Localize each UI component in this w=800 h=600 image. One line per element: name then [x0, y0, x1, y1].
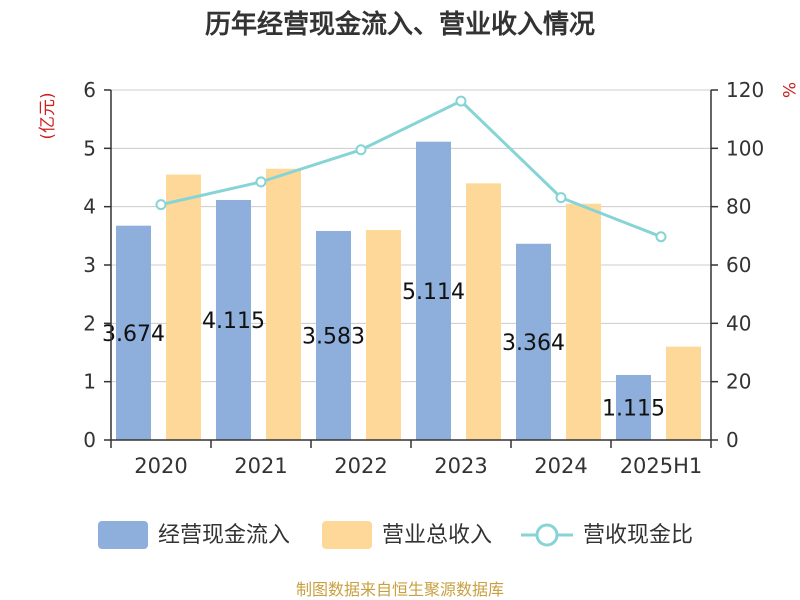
- bar-cash-inflow: [116, 225, 151, 440]
- left-tick-label: 4: [83, 195, 96, 219]
- data-label-cash-inflow: 3.364: [502, 331, 565, 356]
- right-tick-label: 100: [726, 136, 764, 160]
- category-axis-labels: 2020 2021 2022 2023 2024 2025H1: [134, 454, 702, 478]
- data-label-cash-inflow: 3.583: [302, 324, 365, 349]
- legend-item-ratio[interactable]: 营收现金比: [521, 523, 693, 548]
- category-label: 2021: [234, 454, 287, 478]
- data-label-cash-inflow: 5.114: [402, 280, 465, 305]
- left-tick-label: 2: [83, 311, 96, 335]
- bar-revenue: [566, 203, 601, 440]
- ratio-point: [255, 176, 267, 188]
- bar-revenue: [666, 346, 701, 440]
- ratio-point: [155, 199, 167, 211]
- right-tick-label: 80: [726, 195, 751, 219]
- legend-swatch-cash-inflow: [98, 521, 148, 549]
- right-tick-label: 60: [726, 253, 751, 277]
- ratio-point: [355, 144, 367, 156]
- right-tick-label: 40: [726, 311, 751, 335]
- category-label: 2024: [534, 454, 587, 478]
- ratio-point: [655, 231, 667, 243]
- left-tick-label: 1: [83, 370, 96, 394]
- left-tick-label: 5: [83, 136, 96, 160]
- category-label: 2020: [134, 454, 187, 478]
- left-tick-label: 3: [83, 253, 96, 277]
- right-axis-ticks: 0 20 40 60 80 100 120: [711, 78, 764, 452]
- right-tick-label: 20: [726, 370, 751, 394]
- ratio-point: [555, 192, 567, 204]
- ratio-line-series: [155, 95, 667, 243]
- source-note: 制图数据来自恒生聚源数据库: [296, 580, 504, 599]
- legend-item-cash-inflow[interactable]: 经营现金流入: [98, 521, 290, 549]
- bar-cash-inflow: [616, 374, 651, 440]
- bar-revenue: [166, 174, 201, 441]
- legend-label-ratio: 营收现金比: [583, 523, 693, 548]
- chart-title: 历年经营现金流入、营业收入情况: [205, 9, 595, 40]
- legend-label-cash-inflow: 经营现金流入: [158, 523, 290, 548]
- bar-cash-inflow: [216, 199, 251, 440]
- legend-swatch-revenue: [322, 521, 372, 549]
- left-axis-ticks: 0 1 2 3 4 5 6: [83, 78, 111, 452]
- ratio-line: [160, 99, 662, 239]
- data-label-cash-inflow: 4.115: [202, 309, 265, 334]
- bar-revenue: [466, 183, 501, 441]
- legend: 经营现金流入 营业总收入 营收现金比: [98, 521, 693, 549]
- legend-marker-ratio: [535, 523, 559, 547]
- right-tick-label: 120: [726, 78, 764, 102]
- left-tick-label: 6: [83, 78, 96, 102]
- bar-revenue: [366, 230, 401, 440]
- right-axis-unit: %: [778, 82, 798, 98]
- bar-series: [116, 141, 701, 441]
- left-axis-unit: (亿元): [38, 92, 58, 139]
- category-label: 2023: [434, 454, 487, 478]
- legend-item-revenue[interactable]: 营业总收入: [322, 521, 492, 549]
- data-label-cash-inflow: 1.115: [602, 396, 665, 421]
- data-labels: 3.674 4.115 3.583 5.114 3.364 1.115: [102, 280, 665, 422]
- bar-cash-inflow: [316, 230, 351, 440]
- bar-cash-inflow: [516, 243, 551, 440]
- left-tick-label: 0: [83, 428, 96, 452]
- legend-label-revenue: 营业总收入: [382, 523, 492, 548]
- right-tick-label: 0: [726, 428, 739, 452]
- bar-cash-inflow: [416, 141, 451, 440]
- category-label: 2022: [334, 454, 387, 478]
- data-label-cash-inflow: 3.674: [102, 322, 165, 347]
- gridlines: [111, 89, 711, 383]
- bar-revenue: [266, 168, 301, 440]
- category-label: 2025H1: [620, 454, 703, 478]
- ratio-point: [455, 95, 467, 107]
